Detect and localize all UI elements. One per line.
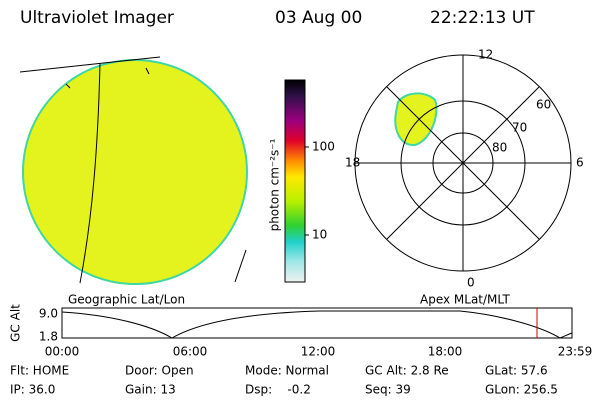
y-label: 9.0: [39, 307, 58, 321]
title: Ultraviolet Imager: [20, 8, 174, 28]
status-field: Mode: Normal: [245, 364, 329, 378]
mlt-label: 0: [467, 276, 475, 290]
colorbar-label: photon cm⁻²s⁻¹: [268, 138, 282, 231]
status-field: IP: 36.0: [10, 383, 55, 397]
altitude-curve: [61, 310, 573, 339]
polar-plot: [354, 54, 572, 272]
status-field: Dsp: -0.2: [245, 383, 311, 397]
axis-label: GC Alt: [9, 304, 23, 342]
panel-label: Geographic Lat/Lon: [68, 293, 185, 307]
time-label: 12:00: [301, 345, 336, 359]
date: 03 Aug 00: [275, 8, 362, 28]
colorbar-tick-label: 10: [312, 228, 327, 242]
time: 22:22:13 UT: [430, 8, 535, 28]
time-label: 06:00: [173, 345, 208, 359]
altitude-frame: [61, 307, 573, 339]
time-label: 23:59: [558, 345, 593, 359]
status-field: Door: Open: [125, 364, 194, 378]
colorbar-tick-label: 100: [312, 140, 335, 154]
status-field: GLat: 57.6: [485, 364, 548, 378]
lat-label: 70: [512, 121, 527, 135]
mlt-label: 18: [345, 156, 360, 170]
status-field: GC Alt: 2.8 Re: [365, 364, 449, 378]
status-block: Flt: HOME Door: Open Mode: Normal GC Alt: 2…: [10, 364, 558, 397]
lat-label: 80: [492, 141, 507, 155]
lat-label: 60: [536, 98, 551, 112]
colorbar: [284, 79, 306, 283]
y-label: 1.8: [39, 330, 58, 344]
panel-label: Apex MLat/MLT: [420, 293, 510, 307]
geographic-image: [19, 56, 248, 285]
time-label: 18:00: [428, 345, 463, 359]
time-label: 00:00: [45, 345, 80, 359]
mlt-label: 12: [478, 48, 493, 62]
status-field: Seq: 39: [365, 383, 411, 397]
status-field: GLon: 256.5: [485, 383, 558, 397]
status-field: Gain: 13: [125, 383, 176, 397]
mlt-label: 6: [576, 156, 584, 170]
status-field: Flt: HOME: [10, 364, 69, 378]
